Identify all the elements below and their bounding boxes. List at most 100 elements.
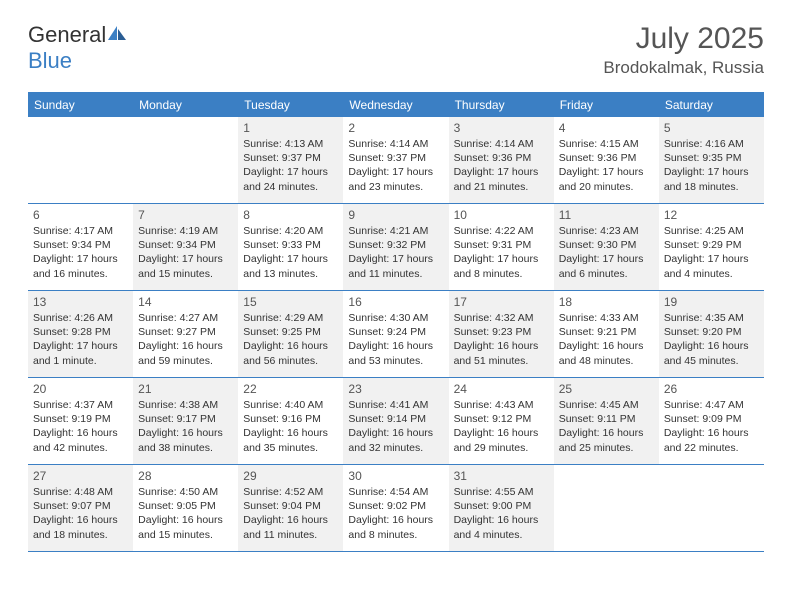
daylight-text: Daylight: 16 hours and 8 minutes. xyxy=(348,513,443,541)
calendar-cell: 17Sunrise: 4:32 AMSunset: 9:23 PMDayligh… xyxy=(449,291,554,377)
calendar-cell xyxy=(554,465,659,551)
sunrise-text: Sunrise: 4:16 AM xyxy=(664,137,759,151)
header: GeneralBlue July 2025 Brodokalmak, Russi… xyxy=(28,22,764,78)
day-info: Sunrise: 4:25 AMSunset: 9:29 PMDaylight:… xyxy=(664,224,759,281)
daylight-text: Daylight: 16 hours and 59 minutes. xyxy=(138,339,233,367)
sunset-text: Sunset: 9:11 PM xyxy=(559,412,654,426)
logo-text-1: General xyxy=(28,22,106,47)
sunrise-text: Sunrise: 4:52 AM xyxy=(243,485,338,499)
day-info: Sunrise: 4:32 AMSunset: 9:23 PMDaylight:… xyxy=(454,311,549,368)
sunrise-text: Sunrise: 4:30 AM xyxy=(348,311,443,325)
day-info: Sunrise: 4:21 AMSunset: 9:32 PMDaylight:… xyxy=(348,224,443,281)
sunrise-text: Sunrise: 4:35 AM xyxy=(664,311,759,325)
sunrise-text: Sunrise: 4:27 AM xyxy=(138,311,233,325)
day-info: Sunrise: 4:17 AMSunset: 9:34 PMDaylight:… xyxy=(33,224,128,281)
daylight-text: Daylight: 17 hours and 1 minute. xyxy=(33,339,128,367)
day-number: 22 xyxy=(243,382,338,396)
sunrise-text: Sunrise: 4:20 AM xyxy=(243,224,338,238)
sunset-text: Sunset: 9:07 PM xyxy=(33,499,128,513)
calendar-cell: 3Sunrise: 4:14 AMSunset: 9:36 PMDaylight… xyxy=(449,117,554,203)
daylight-text: Daylight: 16 hours and 51 minutes. xyxy=(454,339,549,367)
day-number: 2 xyxy=(348,121,443,135)
day-header-friday: Friday xyxy=(554,94,659,117)
day-info: Sunrise: 4:35 AMSunset: 9:20 PMDaylight:… xyxy=(664,311,759,368)
sunset-text: Sunset: 9:33 PM xyxy=(243,238,338,252)
calendar-cell: 21Sunrise: 4:38 AMSunset: 9:17 PMDayligh… xyxy=(133,378,238,464)
calendar-cell: 27Sunrise: 4:48 AMSunset: 9:07 PMDayligh… xyxy=(28,465,133,551)
day-info: Sunrise: 4:14 AMSunset: 9:36 PMDaylight:… xyxy=(454,137,549,194)
sunrise-text: Sunrise: 4:17 AM xyxy=(33,224,128,238)
calendar-cell: 11Sunrise: 4:23 AMSunset: 9:30 PMDayligh… xyxy=(554,204,659,290)
sunrise-text: Sunrise: 4:54 AM xyxy=(348,485,443,499)
day-number: 31 xyxy=(454,469,549,483)
day-number: 25 xyxy=(559,382,654,396)
sunset-text: Sunset: 9:00 PM xyxy=(454,499,549,513)
calendar-cell: 15Sunrise: 4:29 AMSunset: 9:25 PMDayligh… xyxy=(238,291,343,377)
calendar-cell: 22 Sunrise: 4:40 AMSunset: 9:16 PMDayligh… xyxy=(238,378,343,464)
day-number: 7 xyxy=(138,208,233,222)
calendar-cell: 2Sunrise: 4:14 AMSunset: 9:37 PMDaylight… xyxy=(343,117,448,203)
day-header-saturday: Saturday xyxy=(659,94,764,117)
day-number: 13 xyxy=(33,295,128,309)
day-info: Sunrise: 4:37 AMSunset: 9:19 PMDaylight:… xyxy=(33,398,128,455)
day-header-wednesday: Wednesday xyxy=(343,94,448,117)
page: GeneralBlue July 2025 Brodokalmak, Russi… xyxy=(0,0,792,574)
day-number: 19 xyxy=(664,295,759,309)
daylight-text: Daylight: 16 hours and 29 minutes. xyxy=(454,426,549,454)
daylight-text: Daylight: 17 hours and 23 minutes. xyxy=(348,165,443,193)
calendar-cell: 10Sunrise: 4:22 AMSunset: 9:31 PMDayligh… xyxy=(449,204,554,290)
week-row: 6Sunrise: 4:17 AMSunset: 9:34 PMDaylight… xyxy=(28,204,764,291)
day-number: 16 xyxy=(348,295,443,309)
week-row: 13Sunrise: 4:26 AMSunset: 9:28 PMDayligh… xyxy=(28,291,764,378)
sunrise-text: Sunrise: 4:45 AM xyxy=(559,398,654,412)
logo-sail-icon xyxy=(106,24,128,42)
sunrise-text: Sunrise: 4:26 AM xyxy=(33,311,128,325)
day-info: Sunrise: 4:33 AMSunset: 9:21 PMDaylight:… xyxy=(559,311,654,368)
calendar-cell xyxy=(659,465,764,551)
day-number: 29 xyxy=(243,469,338,483)
calendar-cell: 16 Sunrise: 4:30 AMSunset: 9:24 PMDayligh… xyxy=(343,291,448,377)
calendar: Sunday Monday Tuesday Wednesday Thursday… xyxy=(28,92,764,552)
day-info: Sunrise: 4:48 AMSunset: 9:07 PMDaylight:… xyxy=(33,485,128,542)
calendar-cell xyxy=(28,117,133,203)
day-info: Sunrise: 4:50 AMSunset: 9:05 PMDaylight:… xyxy=(138,485,233,542)
sunrise-text: Sunrise: 4:50 AM xyxy=(138,485,233,499)
day-info: Sunrise: 4:40 AMSunset: 9:16 PMDaylight:… xyxy=(243,398,338,455)
sunset-text: Sunset: 9:23 PM xyxy=(454,325,549,339)
sunrise-text: Sunrise: 4:13 AM xyxy=(243,137,338,151)
day-number: 9 xyxy=(348,208,443,222)
sunset-text: Sunset: 9:37 PM xyxy=(243,151,338,165)
daylight-text: Daylight: 16 hours and 48 minutes. xyxy=(559,339,654,367)
sunrise-text: Sunrise: 4:55 AM xyxy=(454,485,549,499)
sunset-text: Sunset: 9:16 PM xyxy=(243,412,338,426)
calendar-cell: 29 Sunrise: 4:52 AMSunset: 9:04 PMDayligh… xyxy=(238,465,343,551)
daylight-text: Daylight: 16 hours and 56 minutes. xyxy=(243,339,338,367)
daylight-text: Daylight: 16 hours and 35 minutes. xyxy=(243,426,338,454)
daylight-text: Daylight: 17 hours and 18 minutes. xyxy=(664,165,759,193)
calendar-cell: 23Sunrise: 4:41 AMSunset: 9:14 PMDayligh… xyxy=(343,378,448,464)
day-info: Sunrise: 4:55 AMSunset: 9:00 PMDaylight:… xyxy=(454,485,549,542)
sunrise-text: Sunrise: 4:14 AM xyxy=(348,137,443,151)
day-number: 24 xyxy=(454,382,549,396)
calendar-cell: 31 Sunrise: 4:55 AMSunset: 9:00 PMDayligh… xyxy=(449,465,554,551)
sunrise-text: Sunrise: 4:29 AM xyxy=(243,311,338,325)
calendar-cell: 5Sunrise: 4:16 AMSunset: 9:35 PMDaylight… xyxy=(659,117,764,203)
day-info: Sunrise: 4:52 AMSunset: 9:04 PMDaylight:… xyxy=(243,485,338,542)
calendar-cell: 8Sunrise: 4:20 AMSunset: 9:33 PMDaylight… xyxy=(238,204,343,290)
sunset-text: Sunset: 9:21 PM xyxy=(559,325,654,339)
day-info: Sunrise: 4:19 AMSunset: 9:34 PMDaylight:… xyxy=(138,224,233,281)
daylight-text: Daylight: 17 hours and 8 minutes. xyxy=(454,252,549,280)
calendar-cell: 20 Sunrise: 4:37 AMSunset: 9:19 PMDayligh… xyxy=(28,378,133,464)
day-number: 5 xyxy=(664,121,759,135)
sunrise-text: Sunrise: 4:23 AM xyxy=(559,224,654,238)
month-title: July 2025 xyxy=(603,22,764,56)
calendar-cell: 13Sunrise: 4:26 AMSunset: 9:28 PMDayligh… xyxy=(28,291,133,377)
daylight-text: Daylight: 17 hours and 20 minutes. xyxy=(559,165,654,193)
day-number: 20 xyxy=(33,382,128,396)
daylight-text: Daylight: 16 hours and 18 minutes. xyxy=(33,513,128,541)
day-info: Sunrise: 4:30 AMSunset: 9:24 PMDaylight:… xyxy=(348,311,443,368)
day-info: Sunrise: 4:27 AMSunset: 9:27 PMDaylight:… xyxy=(138,311,233,368)
sunset-text: Sunset: 9:24 PM xyxy=(348,325,443,339)
daylight-text: Daylight: 16 hours and 45 minutes. xyxy=(664,339,759,367)
daylight-text: Daylight: 16 hours and 32 minutes. xyxy=(348,426,443,454)
